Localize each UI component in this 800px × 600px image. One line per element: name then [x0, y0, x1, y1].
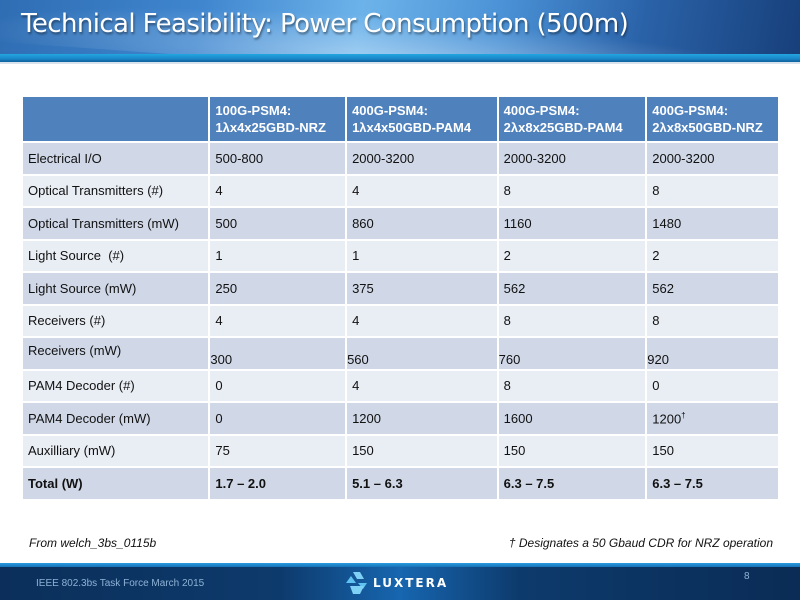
cell: 1160: [496, 206, 648, 241]
header-line-1: 400G-PSM4:: [652, 103, 729, 118]
table-row-receivers-count: Receivers (#) 4 4 8 8: [20, 303, 780, 338]
header-line-2: 2λx8x50GBD-NRZ: [652, 120, 763, 135]
cell: 1200†: [645, 401, 780, 436]
table-row-light-source-count: Light Source (#) 1 1 2 2: [20, 238, 780, 273]
cell: 6.3 – 7.5: [645, 466, 780, 501]
row-label: Receivers (mW): [20, 336, 211, 371]
cell: 500: [208, 206, 348, 241]
cell: 5.1 – 6.3: [345, 466, 499, 501]
cell: 8: [645, 173, 780, 208]
row-label: Light Source (mW): [20, 271, 211, 306]
cell: 6.3 – 7.5: [496, 466, 648, 501]
cell: 2000-3200: [645, 141, 780, 176]
row-label: Optical Transmitters (#): [20, 173, 211, 208]
header-cell-empty: [20, 95, 211, 143]
slide-title: Technical Feasibility: Power Consumption…: [21, 9, 629, 39]
header-line-2: 2λx8x25GBD-PAM4: [503, 120, 623, 135]
cell: 4: [345, 173, 499, 208]
table-row-light-source-power: Light Source (mW) 250 375 562 562: [20, 271, 780, 306]
header-line-1: 100G-PSM4:: [215, 103, 292, 118]
cell: 8: [496, 173, 648, 208]
header-cell-100g-psm4-nrz: 100G-PSM4: 1λx4x25GBD-NRZ: [208, 95, 348, 143]
slide-footer: IEEE 802.3bs Task Force March 2015 LUXTE…: [0, 563, 800, 600]
cell: 1200: [345, 401, 499, 436]
luxtera-logo-icon: [345, 571, 369, 595]
cell: 8: [645, 303, 780, 338]
row-label: Light Source (#): [20, 238, 211, 273]
source-note: From welch_3bs_0115b: [29, 536, 157, 550]
row-label: Receivers (#): [20, 303, 211, 338]
cell: 760: [496, 336, 648, 371]
header-line-1: 400G-PSM4:: [352, 103, 428, 118]
cell: 920: [645, 336, 780, 371]
logo-text: LUXTERA: [373, 576, 449, 590]
table-row-optical-tx-count: Optical Transmitters (#) 4 4 8 8: [20, 173, 780, 208]
header-cell-400g-psm4-1l-pam4: 400G-PSM4: 1λx4x50GBD-PAM4: [345, 95, 499, 143]
header-line-1: 400G-PSM4:: [503, 103, 580, 118]
luxtera-logo: LUXTERA: [345, 570, 448, 596]
row-label: Optical Transmitters (mW): [20, 206, 211, 241]
footer-event-text: IEEE 802.3bs Task Force March 2015: [36, 578, 205, 589]
slide-header: Technical Feasibility: Power Consumption…: [0, 0, 800, 62]
cell: 150: [496, 433, 648, 468]
table-row-electrical-io: Electrical I/O 500-800 2000-3200 2000-32…: [20, 141, 780, 176]
power-consumption-table: 100G-PSM4: 1λx4x25GBD-NRZ 400G-PSM4: 1λx…: [20, 95, 780, 501]
table-row-optical-tx-power: Optical Transmitters (mW) 500 860 1160 1…: [20, 206, 780, 241]
cell: 8: [496, 368, 648, 403]
cell: 1.7 – 2.0: [208, 466, 348, 501]
cell: 4: [208, 173, 348, 208]
row-label: Total (W): [20, 466, 211, 501]
table-header-row: 100G-PSM4: 1λx4x25GBD-NRZ 400G-PSM4: 1λx…: [20, 95, 780, 143]
cell: 0: [645, 368, 780, 403]
cell: 860: [345, 206, 499, 241]
cell: 2: [645, 238, 780, 273]
row-label: Auxilliary (mW): [20, 433, 211, 468]
table-row-total: Total (W) 1.7 – 2.0 5.1 – 6.3 6.3 – 7.5 …: [20, 466, 780, 501]
cell: 75: [208, 433, 348, 468]
cell: 560: [345, 336, 499, 371]
cell: 150: [645, 433, 780, 468]
cell: 375: [345, 271, 499, 306]
cell: 2: [496, 238, 648, 273]
cell: 4: [208, 303, 348, 338]
header-divider: [0, 62, 800, 64]
cell: 4: [345, 303, 499, 338]
footnote: † Designates a 50 Gbaud CDR for NRZ oper…: [508, 536, 773, 550]
cell-value: 1200: [652, 410, 682, 426]
dagger-footnote-mark: †: [681, 410, 686, 420]
row-label: Electrical I/O: [20, 141, 211, 176]
cell: 562: [496, 271, 648, 306]
cell: 250: [208, 271, 348, 306]
cell: 562: [645, 271, 780, 306]
cell: 300: [208, 336, 348, 371]
cell: 2000-3200: [345, 141, 499, 176]
cell: 0: [208, 368, 348, 403]
page-number: 8: [744, 571, 750, 582]
row-label: PAM4 Decoder (mW): [20, 401, 211, 436]
table-row-pam4-decoder-power: PAM4 Decoder (mW) 0 1200 1600 1200†: [20, 401, 780, 436]
table-row-receivers-power: Receivers (mW) 300 560 760 920: [20, 336, 780, 371]
header-cell-400g-psm4-2l-nrz: 400G-PSM4: 2λx8x50GBD-NRZ: [645, 95, 780, 143]
cell: 1: [345, 238, 499, 273]
cell: 150: [345, 433, 499, 468]
header-line-2: 1λx4x50GBD-PAM4: [352, 120, 472, 135]
cell: 2000-3200: [496, 141, 648, 176]
cell: 1480: [645, 206, 780, 241]
cell: 0: [208, 401, 348, 436]
table-row-auxiliary-power: Auxilliary (mW) 75 150 150 150: [20, 433, 780, 468]
header-line-2: 1λx4x25GBD-NRZ: [215, 120, 326, 135]
header-cell-400g-psm4-2l-pam4: 400G-PSM4: 2λx8x25GBD-PAM4: [496, 95, 648, 143]
cell: 1600: [496, 401, 648, 436]
row-label: PAM4 Decoder (#): [20, 368, 211, 403]
cell: 8: [496, 303, 648, 338]
cell: 4: [345, 368, 499, 403]
cell: 500-800: [208, 141, 348, 176]
cell: 1: [208, 238, 348, 273]
table-row-pam4-decoder-count: PAM4 Decoder (#) 0 4 8 0: [20, 368, 780, 403]
